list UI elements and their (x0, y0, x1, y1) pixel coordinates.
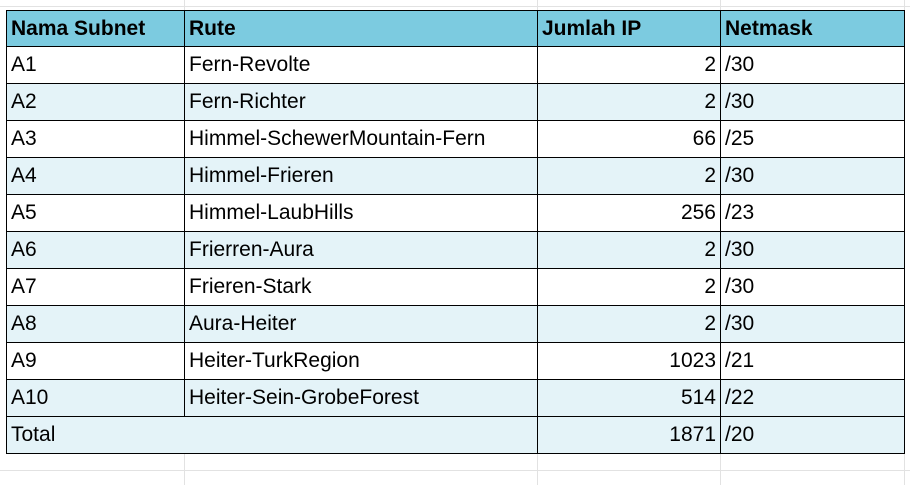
cell-ip-count[interactable]: 256 (537, 194, 721, 232)
cell-ip-count[interactable]: 514 (537, 379, 721, 417)
cell-ip-count[interactable]: 2 (537, 46, 721, 84)
cell-route[interactable]: Heiter-Sein-GrobeForest (184, 379, 538, 417)
header-cell-nama-subnet[interactable]: Nama Subnet (6, 10, 185, 47)
table-row: A7 Frieren-Stark 2 /30 (6, 268, 905, 306)
header-row: Nama Subnet Rute Jumlah IP Netmask (6, 10, 905, 47)
table-row: A6 Frierren-Aura 2 /30 (6, 231, 905, 269)
grid-line (0, 6, 910, 7)
cell-route[interactable]: Heiter-TurkRegion (184, 342, 538, 380)
subnet-table: Nama Subnet Rute Jumlah IP Netmask A1 Fe… (6, 10, 905, 454)
cell-route[interactable]: Aura-Heiter (184, 305, 538, 343)
cell-netmask[interactable]: /30 (720, 157, 905, 195)
cell-subnet[interactable]: A7 (6, 268, 185, 306)
table-row: A5 Himmel-LaubHills 256 /23 (6, 194, 905, 232)
cell-subnet[interactable]: A4 (6, 157, 185, 195)
cell-ip-count[interactable]: 2 (537, 157, 721, 195)
table-row: A2 Fern-Richter 2 /30 (6, 83, 905, 121)
cell-netmask[interactable]: /30 (720, 83, 905, 121)
cell-route[interactable]: Fern-Revolte (184, 46, 538, 84)
cell-ip-count[interactable]: 2 (537, 305, 721, 343)
cell-subnet[interactable]: A1 (6, 46, 185, 84)
cell-ip-count[interactable]: 2 (537, 268, 721, 306)
cell-netmask[interactable]: /21 (720, 342, 905, 380)
grid-line (0, 470, 910, 471)
cell-netmask[interactable]: /23 (720, 194, 905, 232)
table-row: A3 Himmel-SchewerMountain-Fern 66 /25 (6, 120, 905, 158)
cell-netmask[interactable]: /30 (720, 231, 905, 269)
cell-route[interactable]: Himmel-Frieren (184, 157, 538, 195)
cell-netmask[interactable]: /30 (720, 305, 905, 343)
header-cell-rute[interactable]: Rute (184, 10, 538, 47)
cell-route[interactable]: Fern-Richter (184, 83, 538, 121)
cell-netmask[interactable]: /25 (720, 120, 905, 158)
grid-line (904, 0, 905, 485)
cell-ip-count[interactable]: 2 (537, 83, 721, 121)
cell-subnet[interactable]: A3 (6, 120, 185, 158)
cell-netmask[interactable]: /30 (720, 46, 905, 84)
cell-route[interactable]: Frieren-Stark (184, 268, 538, 306)
cell-netmask[interactable]: /22 (720, 379, 905, 417)
cell-ip-count[interactable]: 66 (537, 120, 721, 158)
cell-route[interactable]: Frierren-Aura (184, 231, 538, 269)
cell-ip-count[interactable]: 2 (537, 231, 721, 269)
total-ip-count[interactable]: 1871 (537, 416, 721, 454)
cell-subnet[interactable]: A5 (6, 194, 185, 232)
table-row: A10 Heiter-Sein-GrobeForest 514 /22 (6, 379, 905, 417)
cell-subnet[interactable]: A2 (6, 83, 185, 121)
table-row: A1 Fern-Revolte 2 /30 (6, 46, 905, 84)
total-netmask[interactable]: /20 (720, 416, 905, 454)
cell-route[interactable]: Himmel-LaubHills (184, 194, 538, 232)
cell-subnet[interactable]: A8 (6, 305, 185, 343)
header-cell-jumlah-ip[interactable]: Jumlah IP (537, 10, 721, 47)
table-row: A4 Himmel-Frieren 2 /30 (6, 157, 905, 195)
total-row: Total 1871 /20 (6, 416, 905, 454)
table-row: A9 Heiter-TurkRegion 1023 /21 (6, 342, 905, 380)
cell-ip-count[interactable]: 1023 (537, 342, 721, 380)
table-row: A8 Aura-Heiter 2 /30 (6, 305, 905, 343)
header-cell-netmask[interactable]: Netmask (720, 10, 905, 47)
cell-subnet[interactable]: A6 (6, 231, 185, 269)
cell-route[interactable]: Himmel-SchewerMountain-Fern (184, 120, 538, 158)
cell-subnet[interactable]: A9 (6, 342, 185, 380)
total-label[interactable]: Total (6, 416, 538, 454)
cell-subnet[interactable]: A10 (6, 379, 185, 417)
cell-netmask[interactable]: /30 (720, 268, 905, 306)
